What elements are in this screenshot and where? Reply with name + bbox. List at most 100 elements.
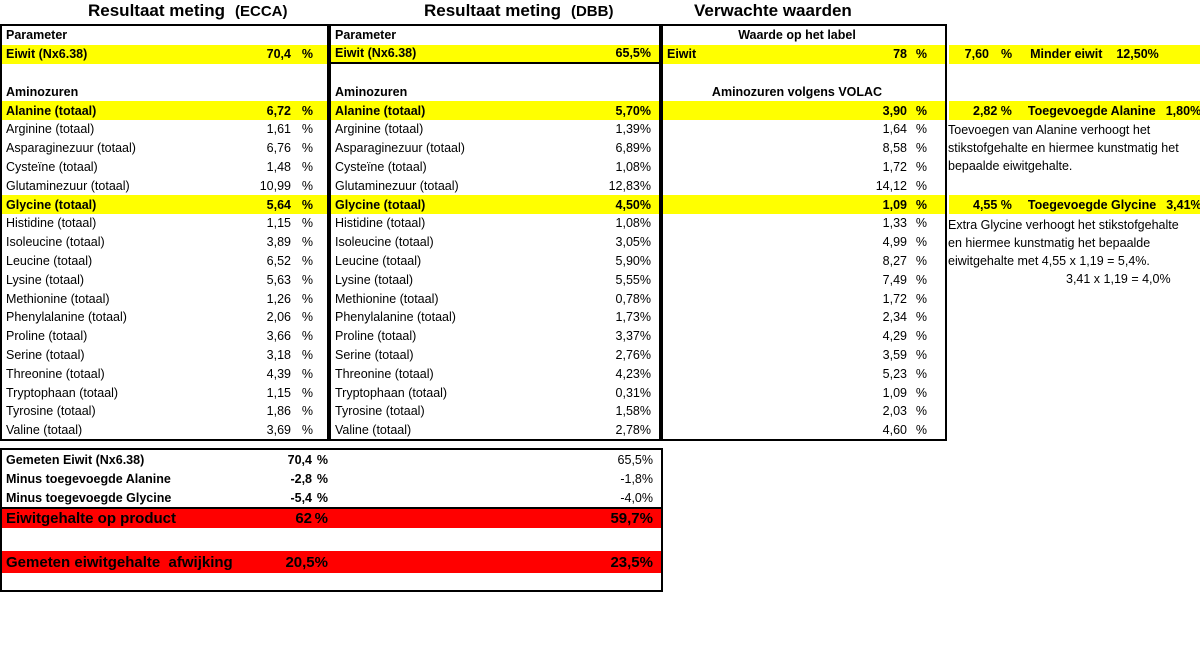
row-label: Isoleucine (totaal) <box>335 235 434 250</box>
row-label: Serine (totaal) <box>6 347 85 362</box>
row-value: 3,05% <box>615 235 651 250</box>
table-row: 1,09% <box>663 195 945 214</box>
table-row: Tryptophaan (totaal) 1,15% <box>2 383 327 402</box>
row-value: 1,08% <box>615 216 651 231</box>
table-row: Tryptophaan (totaal) 0,31% <box>331 383 659 402</box>
row-label: Histidine (totaal) <box>6 216 97 231</box>
expected-table: Waarde op het label Eiwit 78% Aminozuren vo… <box>661 24 947 441</box>
row-unit: % <box>915 103 927 118</box>
summary-label: Minus toegevoegde Glycine <box>6 490 172 505</box>
table-row: Eiwit (Nx6.38) 65,5% <box>331 44 659 64</box>
row-value: 3,89 <box>266 235 291 250</box>
row-label: Arginine (totaal) <box>335 122 424 137</box>
row-unit: % <box>915 291 927 306</box>
row-label: Methionine (totaal) <box>335 291 439 306</box>
row-value: 2,34 <box>882 310 907 325</box>
table-row: Valine (totaal) 3,69% <box>2 421 327 440</box>
summary-row: Minus toegevoegde Alanine -2,8% -1,8% <box>2 469 661 488</box>
note-line: Extra Glycine verhoogt het stikstofgehal… <box>948 218 1179 232</box>
table-row: 2,34% <box>663 308 945 327</box>
summary-value2: -4,0% <box>620 490 653 505</box>
row-label: Tryptophaan (totaal) <box>6 385 119 400</box>
summary-unit: % <box>316 490 328 505</box>
table-row: Eiwit 78% <box>663 44 945 64</box>
table-row: Phenylalanine (totaal) 1,73% <box>331 308 659 327</box>
table-row: Leucine (totaal) 6,52% <box>2 252 327 271</box>
table-row: 1,09% <box>663 383 945 402</box>
note-line: stikstofgehalte en hiermee kunstmatig he… <box>948 141 1179 155</box>
row-value: 1,86 <box>266 404 291 419</box>
row-unit: % <box>915 47 927 62</box>
row-value: 1,72 <box>882 159 907 174</box>
row-value: 5,63 <box>266 272 291 287</box>
summary-value: -2,8 <box>290 471 312 486</box>
row-value: 1,39% <box>615 122 651 137</box>
row-value: 1,58% <box>615 404 651 419</box>
dbb-title-suffix: (DBB) <box>570 3 614 20</box>
table-row: 1,72% <box>663 289 945 308</box>
row-value: 1,48 <box>266 159 291 174</box>
table-row: Glutaminezuur (totaal) 12,83% <box>331 176 659 195</box>
summary-unit: % <box>316 452 328 467</box>
table-row <box>2 64 327 83</box>
row-label: Alanine (totaal) <box>6 103 97 118</box>
row-value: 5,90% <box>615 253 651 268</box>
row-unit: % <box>915 385 927 400</box>
ecca-title: Resultaat meting (ECCA) <box>88 1 287 21</box>
table-row: Parameter <box>2 26 327 45</box>
row-label: Lysine (totaal) <box>6 272 85 287</box>
note-line: en hiermee kunstmatig het bepaalde <box>948 236 1151 250</box>
summary-unit: % <box>316 471 328 486</box>
ecca-title-suffix: (ECCA) <box>234 3 288 20</box>
table-row: Valine (totaal) 2,78% <box>331 421 659 440</box>
table-row: 8,27% <box>663 252 945 271</box>
table-row: 4,60% <box>663 421 945 440</box>
row-unit: % <box>915 253 927 268</box>
row-value: 1,08% <box>615 159 651 174</box>
summary-row: Minus toegevoegde Glycine -5,4% -4,0% <box>2 488 661 507</box>
row-label: Tyrosine (totaal) <box>6 404 96 419</box>
row-label: Parameter <box>6 28 68 43</box>
annotation-value2: 1,80% <box>1165 103 1200 118</box>
row-value: 70,4 <box>266 47 291 62</box>
row-unit: % <box>915 347 927 362</box>
row-label: Aminozuren <box>6 84 79 99</box>
note-line: eiwitgehalte met 4,55 x 1,19 = 5,4%. <box>948 254 1150 268</box>
table-row: 3,90% <box>663 101 945 120</box>
table-row: 8,58% <box>663 139 945 158</box>
table-row: Proline (totaal) 3,66% <box>2 327 327 346</box>
row-unit: % <box>301 197 313 212</box>
table-row: 2,03% <box>663 402 945 421</box>
row-value: 8,58 <box>882 141 907 156</box>
row-label: Proline (totaal) <box>335 329 417 344</box>
row-value: 6,52 <box>266 253 291 268</box>
row-label: Valine (totaal) <box>6 423 83 438</box>
table-row: 1,64% <box>663 120 945 139</box>
row-value: 3,59 <box>882 347 907 362</box>
annotation-value: 7,60 <box>964 47 989 62</box>
annotation-value: 2,82 % <box>973 103 1012 118</box>
table-row: Parameter <box>331 26 659 45</box>
summary-value2: 59,7% <box>610 510 653 527</box>
row-label: Cysteïne (totaal) <box>335 159 427 174</box>
table-row: Alanine (totaal) 6,72% <box>2 101 327 120</box>
row-value: 6,72 <box>266 103 291 118</box>
row-label: Methionine (totaal) <box>6 291 110 306</box>
row-unit: % <box>301 385 313 400</box>
row-value: 5,23 <box>882 366 907 381</box>
row-value: 1,09 <box>882 385 907 400</box>
table-row: Phenylalanine (totaal) 2,06% <box>2 308 327 327</box>
table-row: Lysine (totaal) 5,55% <box>331 270 659 289</box>
summary-label: Gemeten eiwitgehalte afwijking <box>6 553 233 571</box>
table-row: 7,49% <box>663 270 945 289</box>
row-label: Phenylalanine (totaal) <box>6 310 127 325</box>
row-value: 3,90 <box>882 103 907 118</box>
row-value: 6,89% <box>615 141 651 156</box>
row-value: 1,72 <box>882 291 907 306</box>
table-row: 4,29% <box>663 327 945 346</box>
row-value: 12,83% <box>608 178 651 193</box>
row-value: 3,18 <box>266 347 291 362</box>
summary-value: 62 <box>295 510 312 527</box>
dbb-title-main: Resultaat meting <box>424 1 561 20</box>
row-value: 1,61 <box>266 122 291 137</box>
